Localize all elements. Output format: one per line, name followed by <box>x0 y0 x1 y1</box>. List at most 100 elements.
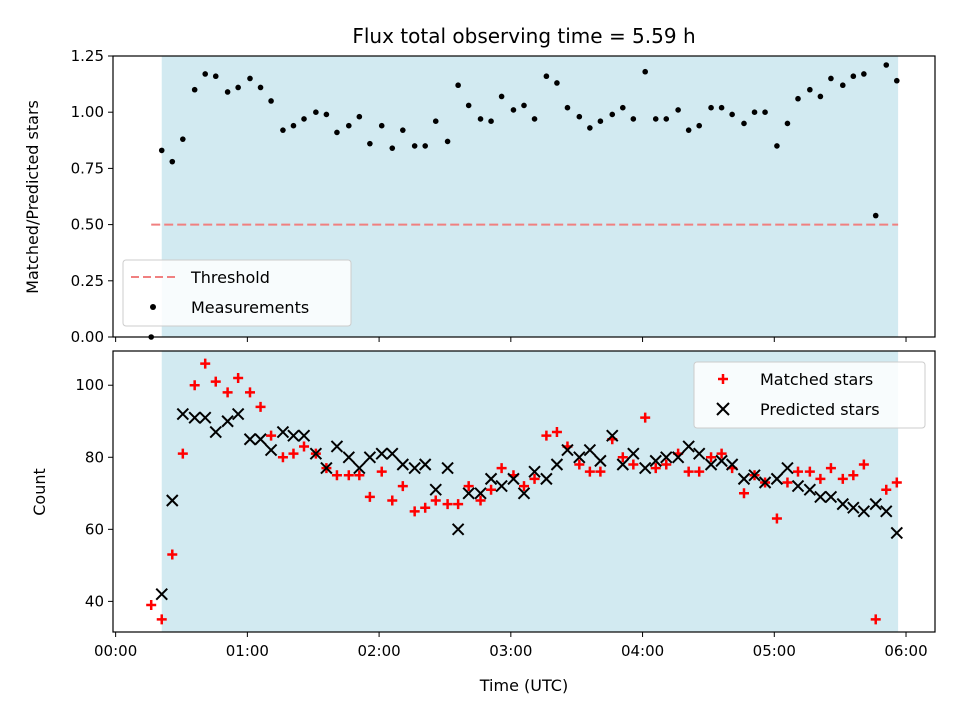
measurement-point <box>619 104 626 111</box>
predicted-star-point <box>353 461 366 475</box>
matched-star-point <box>551 427 562 438</box>
predicted-star-point <box>330 440 344 453</box>
matched-star-point <box>815 473 826 484</box>
predicted-star-point <box>396 458 410 471</box>
measurement-point <box>432 118 439 124</box>
matched-star-point <box>574 459 585 470</box>
matched-star-point <box>738 488 749 499</box>
bottom-legend: Matched stars Predicted stars <box>693 361 926 429</box>
matched-star-point <box>661 459 672 470</box>
matched-star-point <box>343 470 354 481</box>
bottom-panel: 40 60 80 100 00:00 01:00 02:00 03:00 04:00 05:00… <box>30 350 936 660</box>
predicted-star-point <box>484 472 498 486</box>
matched-star-point <box>245 387 255 398</box>
predicted-star-point <box>441 461 454 475</box>
measurement-point <box>400 127 406 133</box>
measurement-point <box>224 89 231 95</box>
measurement-point <box>169 158 176 165</box>
predicted-star-point <box>209 425 222 439</box>
predicted-star-point <box>737 472 751 486</box>
predicted-star-point <box>528 465 541 478</box>
measurement-point <box>850 73 857 80</box>
measurement-point <box>762 109 768 115</box>
predicted-star-point <box>166 494 179 507</box>
predicted-star-point <box>550 458 564 471</box>
y-tick-label: 100 <box>75 376 104 394</box>
matched-star-point <box>376 466 387 477</box>
predicted-star-point <box>276 425 290 439</box>
matched-star-point <box>420 502 431 513</box>
measurement-point <box>652 116 659 122</box>
y-tick-label: 1.25 <box>71 47 104 65</box>
bottom-yticks: 40 60 80 100 <box>75 376 113 610</box>
matched-star-point <box>486 484 497 495</box>
matched-star-point <box>200 358 211 369</box>
predicted-star-point <box>791 479 805 493</box>
predicted-star-point <box>408 461 421 475</box>
measurement-point <box>280 127 286 133</box>
matched-star-point <box>716 448 727 459</box>
measurement-point <box>576 113 583 120</box>
predicted-star-point <box>342 451 356 464</box>
predicted-star-point <box>627 447 640 460</box>
measurement-point <box>235 84 241 91</box>
matched-star-point <box>364 491 375 502</box>
chart-title: Flux total observing time = 5.59 h <box>352 24 695 48</box>
predicted-star-point <box>660 451 673 464</box>
predicted-star-point <box>517 487 531 500</box>
matched-star-point <box>463 481 474 492</box>
predicted-legend-swatch <box>716 402 730 416</box>
measurement-point <box>158 147 165 154</box>
measurement-point <box>257 84 264 91</box>
top-axes-frame <box>112 55 936 338</box>
y-tick-label: 0.50 <box>71 216 104 234</box>
measurement-point <box>498 93 505 100</box>
predicted-legend-label: Predicted stars <box>760 400 880 419</box>
y-tick-label: 60 <box>85 520 104 538</box>
x-tick-label: 05:00 <box>753 642 796 660</box>
measurement-point <box>444 138 451 145</box>
matched-star-point <box>584 466 595 477</box>
matched-star-point <box>266 430 277 441</box>
matched-star-point <box>650 463 661 474</box>
measurement-point <box>729 111 735 118</box>
predicted-star-point <box>429 483 442 496</box>
predicted-star-point <box>890 526 904 540</box>
x-tick-label: 04:00 <box>621 642 664 660</box>
y-tick-label: 0.25 <box>71 272 104 290</box>
matched-star-point <box>288 448 299 459</box>
predicted-star-point <box>363 451 377 464</box>
predicted-star-point <box>386 447 399 460</box>
top-y-axis-label: Matched/Predicted stars <box>23 100 42 294</box>
x-tick-label: 03:00 <box>489 642 532 660</box>
x-axis-label: Time (UTC) <box>479 676 568 695</box>
measurement-point <box>751 109 758 115</box>
measurement-point <box>411 143 418 149</box>
top-legend: Threshold Measurements <box>122 259 352 327</box>
predicted-star-point <box>188 411 201 424</box>
predicted-star-point <box>507 472 520 486</box>
measurement-point <box>455 82 461 89</box>
predicted-star-point <box>287 429 300 442</box>
measurement-point <box>180 136 186 142</box>
predicted-star-point <box>243 433 257 446</box>
predicted-star-point <box>880 505 893 518</box>
matched-star-point <box>233 373 244 384</box>
measurement-point <box>313 109 319 115</box>
matched-star-point <box>475 495 486 506</box>
top-legend-box <box>122 259 352 327</box>
matched-star-point <box>189 380 200 391</box>
measurement-point <box>597 118 604 124</box>
top-xticks <box>115 337 907 342</box>
predicted-star-point <box>770 472 784 486</box>
measurement-point <box>543 73 550 80</box>
matched-star-point <box>782 477 793 488</box>
measurement-point <box>301 116 307 122</box>
measurement-point <box>323 111 330 118</box>
measurement-point <box>564 104 571 111</box>
matched-star-point <box>442 499 453 510</box>
measurement-point <box>367 140 373 147</box>
measurement-point <box>422 143 429 149</box>
measurement-point <box>212 73 219 80</box>
